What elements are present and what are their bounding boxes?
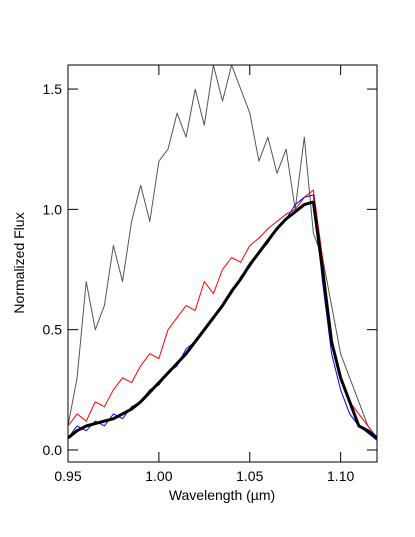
x-tick-label: 1.00	[145, 468, 172, 484]
spectrum-line	[68, 65, 377, 439]
spectrum-line	[68, 200, 377, 440]
spectrum-line	[68, 189, 377, 439]
y-tick-label: 0.0	[43, 442, 63, 458]
x-tick-label: 0.95	[54, 468, 81, 484]
x-axis-label: Wavelength (µm)	[169, 487, 275, 503]
x-tick-label: 1.10	[327, 468, 354, 484]
x-tick-label: 1.05	[236, 468, 263, 484]
y-tick-label: 1.5	[43, 81, 63, 97]
y-tick-label: 0.5	[43, 322, 63, 338]
y-axis-label: Normalized Flux	[11, 212, 27, 313]
spectrum-line	[68, 194, 377, 441]
y-tick-label: 1.0	[43, 201, 63, 217]
plot-frame	[67, 64, 378, 463]
